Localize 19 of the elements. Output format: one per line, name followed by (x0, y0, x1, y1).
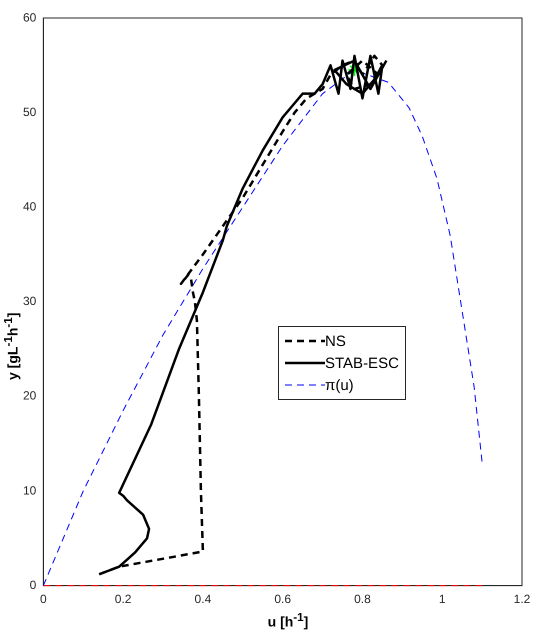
y-tick-label: 60 (22, 10, 37, 24)
y-tick-label: 50 (22, 104, 37, 119)
y-tick-label: 10 (22, 483, 37, 498)
x-tick-label: 0.2 (114, 592, 132, 606)
legend-label: π(u) (325, 376, 354, 394)
x-tick-label: 1 (438, 592, 446, 606)
legend-label: NS (325, 332, 346, 350)
x-tick-label: 0 (40, 592, 48, 606)
y-tick-label: 0 (30, 578, 37, 592)
y-tick-label: 20 (22, 388, 37, 403)
x-tick-label: 0.6 (274, 592, 292, 606)
x-tick-label: 0.8 (354, 592, 372, 606)
y-tick-label: 30 (22, 294, 37, 308)
x-tick-label: 0.4 (194, 592, 212, 606)
line-series (42, 70, 483, 586)
x-tick-label: 1.2 (514, 592, 531, 606)
y-tick-label: 40 (22, 200, 37, 214)
x-axis-title: u [h$^{-1}$] (266, 611, 310, 630)
legend-label: STAB-ESC (325, 354, 399, 372)
